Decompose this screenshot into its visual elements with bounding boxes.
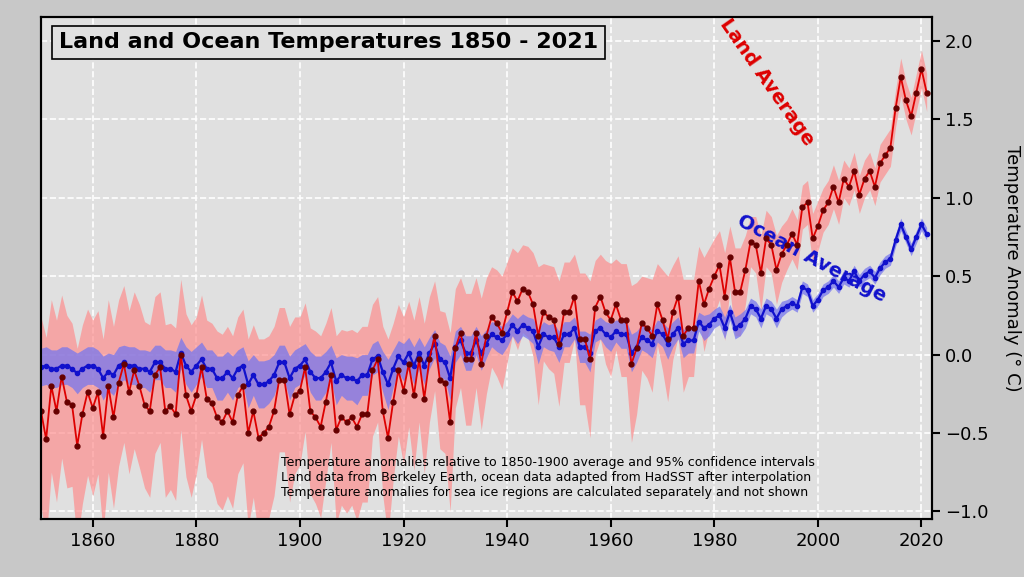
Text: Land Average: Land Average bbox=[716, 16, 818, 149]
Text: Ocean Average: Ocean Average bbox=[734, 211, 889, 306]
Text: Land and Ocean Temperatures 1850 - 2021: Land and Ocean Temperatures 1850 - 2021 bbox=[58, 32, 598, 53]
Text: Temperature anomalies relative to 1850-1900 average and 95% confidence intervals: Temperature anomalies relative to 1850-1… bbox=[282, 456, 815, 499]
Y-axis label: Temperature Anomaly (° C): Temperature Anomaly (° C) bbox=[1002, 145, 1021, 392]
